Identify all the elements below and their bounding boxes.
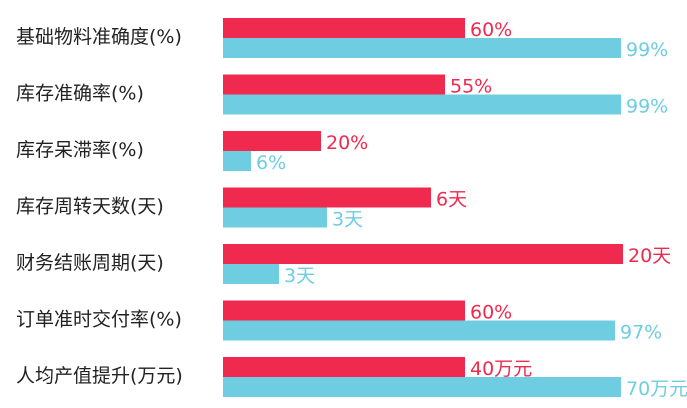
after-bar <box>223 151 251 171</box>
after-bar <box>223 320 615 341</box>
category-label: 人均产值提升(万元) <box>16 365 183 387</box>
after-bar <box>223 94 621 115</box>
after-value-label: 3天 <box>284 265 315 287</box>
before-value-label: 20% <box>326 132 368 154</box>
before-value-label: 55% <box>450 76 492 98</box>
after-value-label: 99% <box>626 39 668 61</box>
category-label: 订单准时交付率(%) <box>16 309 182 331</box>
before-value-label: 60% <box>470 19 512 41</box>
after-value-label: 3天 <box>332 209 363 231</box>
category-label: 财务结账周期(天) <box>16 252 164 274</box>
before-bar <box>223 244 623 264</box>
before-value-label: 40万元 <box>470 358 532 380</box>
before-bar <box>223 18 465 38</box>
before-bar <box>223 187 431 208</box>
before-bar <box>223 74 445 95</box>
after-bar <box>223 264 279 284</box>
after-value-label: 99% <box>626 96 668 118</box>
after-bar <box>223 38 621 58</box>
category-label: 库存呆滞率(%) <box>16 139 144 161</box>
after-value-label: 97% <box>620 322 662 344</box>
before-value-label: 60% <box>470 302 512 324</box>
before-value-label: 20天 <box>628 245 671 267</box>
before-bar <box>223 357 465 377</box>
before-value-label: 6天 <box>436 189 467 211</box>
after-value-label: 6% <box>256 152 286 174</box>
after-bar <box>223 377 621 397</box>
after-value-label: 70万元 <box>626 378 687 400</box>
before-bar <box>223 131 321 151</box>
category-label: 基础物料准确度(%) <box>16 26 182 48</box>
category-label: 库存周转天数(天) <box>16 196 164 218</box>
category-label: 库存准确率(%) <box>16 83 144 105</box>
after-bar <box>223 207 327 228</box>
before-bar <box>223 300 465 321</box>
